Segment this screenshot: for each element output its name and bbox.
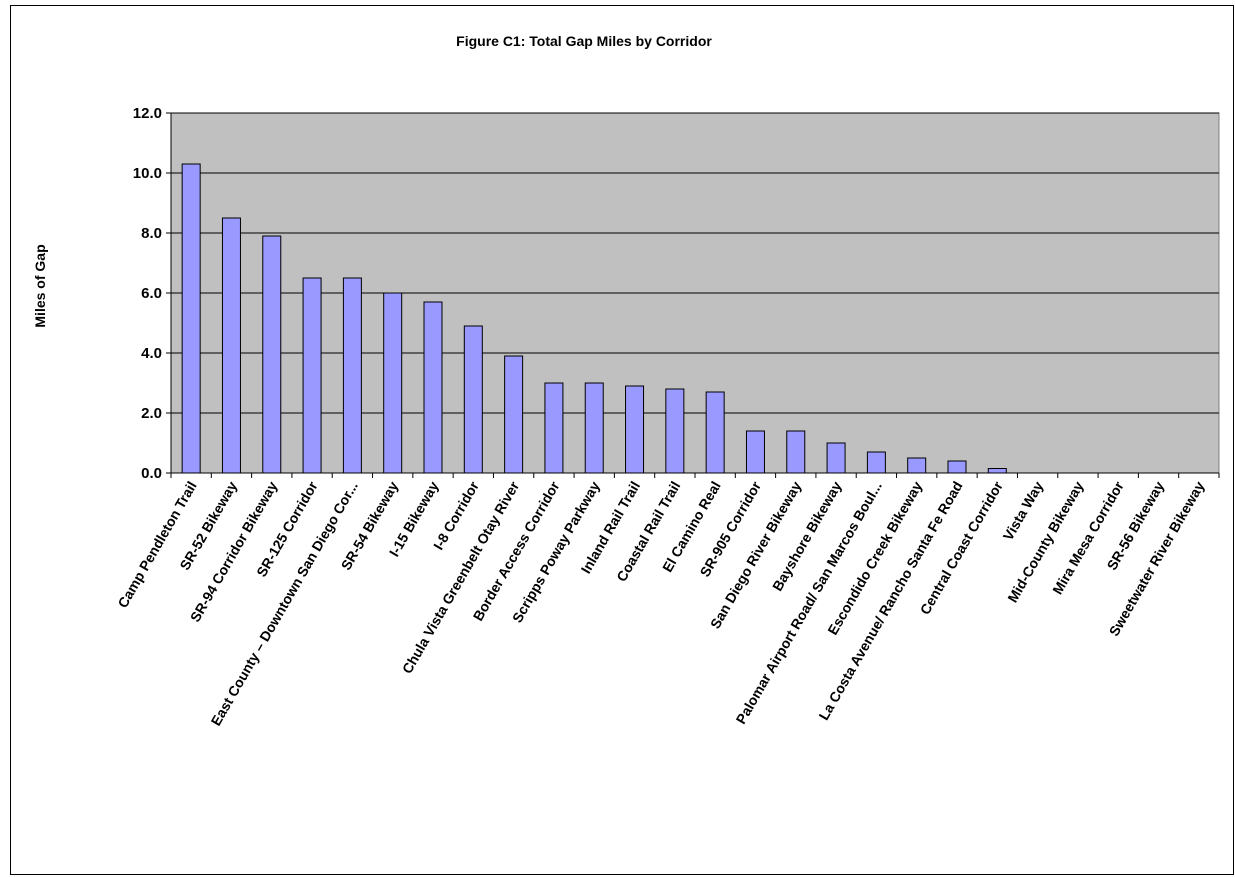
bar xyxy=(302,277,322,474)
bar xyxy=(745,430,765,474)
x-tick-label: Vista Way xyxy=(1000,478,1047,543)
bar xyxy=(221,217,241,474)
y-axis: 0.0 2.0 4.0 6.0 8.0 10.0 12.0 xyxy=(133,105,172,482)
y-tick-label: 6.0 xyxy=(141,285,162,302)
chart-frame: Figure C1: Total Gap Miles by Corridor M… xyxy=(10,5,1234,875)
y-tick-label: 10.0 xyxy=(133,165,162,182)
bar xyxy=(907,457,927,474)
bar xyxy=(463,325,483,474)
bar xyxy=(625,385,645,474)
y-tick-label: 0.0 xyxy=(141,465,162,482)
bar xyxy=(866,451,886,474)
y-axis-label: Miles of Gap xyxy=(32,244,48,327)
bar xyxy=(786,430,806,474)
bar xyxy=(826,442,846,474)
bar xyxy=(262,235,282,474)
bar xyxy=(987,468,1007,474)
bars xyxy=(181,163,1007,474)
bar xyxy=(342,277,362,474)
bar xyxy=(584,382,604,474)
bar xyxy=(383,292,403,474)
bar xyxy=(665,388,685,474)
y-tick-label: 12.0 xyxy=(133,105,162,122)
x-tick-label: Mid-County Bikeway xyxy=(1004,478,1086,605)
bar xyxy=(544,382,564,474)
bar-chart: Figure C1: Total Gap Miles by Corridor M… xyxy=(32,33,1220,728)
chart-title: Figure C1: Total Gap Miles by Corridor xyxy=(456,33,712,49)
bar xyxy=(423,301,443,474)
x-tick-label: Mira Mesa Corridor xyxy=(1049,478,1127,597)
bar xyxy=(705,391,725,474)
bar xyxy=(504,355,524,474)
y-tick-label: 4.0 xyxy=(141,345,162,362)
y-tick-label: 2.0 xyxy=(141,405,162,422)
bar xyxy=(181,163,201,474)
x-tick-label: Camp Pendleton Trail xyxy=(114,479,199,611)
bar xyxy=(947,460,967,474)
y-tick-label: 8.0 xyxy=(141,225,162,242)
